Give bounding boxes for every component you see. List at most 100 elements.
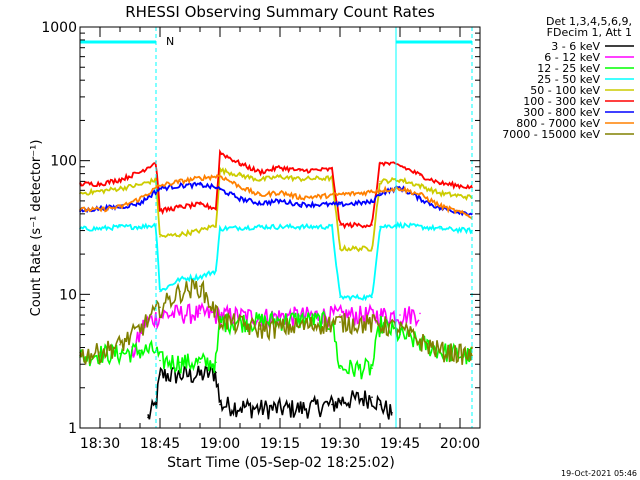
legend-entry-label: 6 - 12 keV: [544, 51, 600, 64]
y-tick-label: 1: [68, 421, 77, 437]
series-point: [159, 374, 161, 376]
series-point: [379, 192, 381, 195]
series-point: [179, 290, 181, 293]
series-point: [199, 229, 201, 232]
series-point: [215, 371, 217, 374]
legend-entry-label: 50 - 100 keV: [530, 84, 600, 97]
series-point: [99, 351, 101, 353]
series-point: [219, 318, 221, 321]
series-line: [79, 221, 473, 302]
series-point: [471, 213, 473, 215]
series-point: [439, 204, 441, 207]
series-point: [155, 403, 157, 406]
series-point: [215, 361, 217, 364]
series-point: [259, 328, 261, 330]
series-point: [179, 184, 181, 187]
series-point: [215, 224, 217, 226]
series-point: [299, 196, 301, 199]
series-point: [279, 175, 281, 178]
series-point: [439, 207, 441, 210]
legend-entry-label: 800 - 7000 keV: [516, 117, 600, 130]
series-point: [359, 192, 361, 195]
series-point: [331, 403, 333, 406]
series-layer: [79, 148, 473, 420]
series-point: [139, 171, 141, 173]
x-tick-label: 18:45: [140, 436, 180, 452]
series-point: [259, 202, 261, 205]
y-tick-label: 10: [59, 287, 77, 303]
series-point: [139, 184, 141, 186]
series-point: [219, 403, 221, 406]
series-point: [159, 235, 161, 238]
series-point: [139, 202, 141, 205]
y-axis-label: Count Rate (s⁻¹ detector⁻¹): [29, 140, 44, 317]
series-point: [215, 207, 217, 210]
series-point: [331, 226, 333, 228]
series-point: [219, 227, 221, 230]
series-point: [299, 226, 301, 228]
series-line: [147, 364, 393, 420]
series-point: [219, 188, 221, 191]
series-point: [99, 227, 101, 230]
series-point: [119, 206, 121, 208]
series-point: [219, 151, 221, 154]
y-tick-label: 1000: [41, 20, 77, 36]
x-axis-label: Start Time (05-Sep-02 18:25:02): [167, 455, 395, 471]
series-point: [179, 374, 181, 376]
series-point: [139, 197, 141, 200]
series-point: [419, 312, 421, 315]
series-point: [399, 187, 401, 190]
series-point: [279, 166, 281, 169]
series-point: [439, 192, 441, 195]
series-point: [379, 323, 381, 325]
series-point: [199, 361, 201, 364]
series-point: [399, 164, 401, 167]
series-point: [399, 224, 401, 226]
series-point: [339, 399, 341, 402]
series-point: [339, 193, 341, 196]
series-point: [215, 270, 217, 272]
series-point: [391, 412, 393, 414]
series-point: [179, 312, 181, 315]
series-point: [299, 203, 301, 206]
series-point: [279, 191, 281, 194]
series-point: [119, 352, 121, 355]
series-point: [379, 314, 381, 316]
series-point: [371, 247, 373, 250]
series-point: [139, 349, 141, 352]
legend-entry-label: 25 - 50 keV: [537, 73, 600, 86]
legend-entry-label: 300 - 800 keV: [523, 106, 600, 119]
annotation-label: N: [166, 35, 174, 48]
legend-header: FDecim 1, Att 1: [547, 26, 632, 39]
series-point: [147, 416, 149, 419]
series-point: [239, 174, 241, 176]
series-point: [399, 328, 401, 330]
series-point: [399, 314, 401, 316]
series-point: [419, 197, 421, 200]
x-tick-label: 19:15: [260, 436, 300, 452]
series-point: [219, 175, 221, 177]
series-point: [199, 374, 201, 376]
series-point: [179, 361, 181, 364]
series-point: [379, 161, 381, 164]
series-point: [199, 203, 201, 206]
legend-entry-label: 3 - 6 keV: [551, 40, 600, 53]
axes-layer: 18:30 18:45 19:00 19:15 19:30 19:45 20:00 1 10 10…: [41, 20, 481, 452]
series-point: [331, 203, 333, 206]
series-point: [99, 208, 101, 211]
series-point: [239, 185, 241, 188]
x-tick-label: 19:45: [380, 436, 420, 452]
series-point: [371, 396, 373, 399]
series-point: [379, 226, 381, 228]
legend-entry-label: 100 - 300 keV: [523, 95, 600, 108]
series-point: [99, 190, 101, 193]
series-point: [179, 206, 181, 208]
series-line: [79, 277, 473, 366]
series-point: [471, 354, 473, 357]
x-tick-label: 20:00: [440, 436, 480, 452]
series-point: [259, 171, 261, 173]
series-point: [399, 178, 401, 181]
series-line: [79, 148, 473, 230]
legend: Det 1,3,4,5,6,9,FDecim 1, Att 13 - 6 keV…: [502, 15, 634, 141]
series-point: [379, 180, 381, 183]
